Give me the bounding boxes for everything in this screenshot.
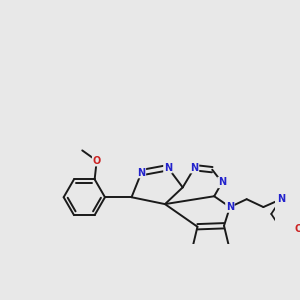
Text: N: N [164,163,172,173]
Text: N: N [226,202,234,212]
Text: N: N [218,178,226,188]
Text: N: N [277,194,285,204]
Text: N: N [190,163,199,173]
Text: O: O [295,224,300,234]
Text: N: N [137,168,146,178]
Text: O: O [93,156,101,166]
